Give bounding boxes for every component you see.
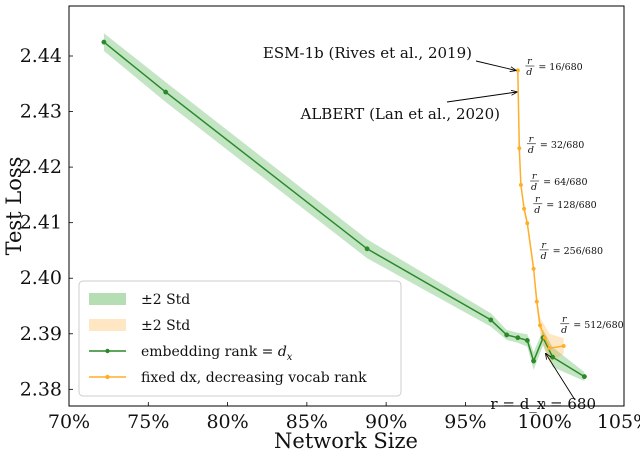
data-point xyxy=(515,335,521,341)
ratio-label: rd = 32/680 xyxy=(526,134,584,156)
x-tick-label: 75% xyxy=(127,411,169,433)
data-point xyxy=(581,374,587,380)
y-axis-title: Test Loss xyxy=(2,157,26,256)
legend-label: ±2 Std xyxy=(141,292,190,308)
data-point xyxy=(504,332,510,338)
ratio-label: rd = 128/680 xyxy=(533,194,597,216)
x-tick-label: 90% xyxy=(365,411,407,433)
x-tick-label: 70% xyxy=(48,411,90,433)
ratio-label: rd = 64/680 xyxy=(530,171,588,193)
data-point xyxy=(517,146,522,151)
ratio-denominator: d xyxy=(534,205,540,216)
ratio-label: rd = 512/680 xyxy=(560,314,624,336)
x-tick-label: 105% xyxy=(597,411,640,433)
legend: ±2 Std ±2 Std embedding rank = dx fixed dx,… xyxy=(78,280,402,397)
ratio-label: rd = 256/680 xyxy=(539,240,603,262)
ratio-value: = 128/680 xyxy=(546,200,596,211)
x-tick-label: 85% xyxy=(286,411,328,433)
data-point xyxy=(515,68,520,73)
legend-swatch-marker xyxy=(105,374,110,380)
annotation-arrow-esm1b xyxy=(475,60,516,70)
legend-swatch-band xyxy=(89,293,126,305)
annotations: ESM-1b (Rives et al., 2019) ALBERT (Lan e… xyxy=(263,44,624,413)
ratio-denominator: d xyxy=(531,182,537,193)
data-point xyxy=(531,266,536,271)
data-point xyxy=(531,358,537,364)
y-tick-label: 2.44 xyxy=(20,45,62,67)
ratio-value: = 32/680 xyxy=(540,140,584,151)
ratio-value: = 64/680 xyxy=(543,177,587,188)
annotation-albert: ALBERT (Lan et al., 2020) xyxy=(300,105,501,123)
ratio-value: = 16/680 xyxy=(538,62,582,73)
annotation-full-rank: r = d_x = 680 xyxy=(490,395,596,413)
data-point xyxy=(488,317,494,323)
ratio-numerator: r xyxy=(562,314,568,325)
annotation-esm1b: ESM-1b (Rives et al., 2019) xyxy=(263,44,472,62)
std-bands xyxy=(103,33,585,381)
ratio-numerator: r xyxy=(529,134,535,145)
annotation-arrow-full-rank xyxy=(546,354,576,401)
y-tick-label: 2.40 xyxy=(20,267,62,289)
legend-box xyxy=(78,280,402,397)
ratio-denominator: d xyxy=(528,145,534,156)
y-tick-label: 2.42 xyxy=(20,156,62,178)
data-point xyxy=(537,323,543,328)
ratio-value: = 512/680 xyxy=(573,320,623,331)
ratio-numerator: r xyxy=(532,171,538,182)
x-axis-title: Network Size xyxy=(274,429,418,453)
data-point xyxy=(522,206,527,211)
legend-swatch-band xyxy=(89,319,126,331)
data-point xyxy=(101,39,107,45)
ratio-label: rd = 16/680 xyxy=(525,56,583,78)
plot-frame xyxy=(68,5,625,407)
annotation-arrow-albert xyxy=(446,92,517,103)
legend-label: ±2 Std xyxy=(141,318,190,334)
ratio-numerator: r xyxy=(527,56,533,67)
legend-label: fixed dx, decreasing vocab rank xyxy=(141,370,367,386)
y-tick-label: 2.43 xyxy=(20,101,62,123)
x-axis-ticks: 70% 75% 80% 85% 90% 95% 100% 105% xyxy=(48,402,640,433)
y-tick-label: 2.39 xyxy=(20,323,62,345)
ratio-denominator: d xyxy=(526,67,532,78)
x-tick-label: 80% xyxy=(206,411,248,433)
y-tick-label: 2.41 xyxy=(20,212,62,234)
data-point xyxy=(364,246,370,252)
y-axis-ticks: 2.38 2.39 2.40 2.41 2.42 2.43 2.44 xyxy=(20,45,73,400)
std-band-1 xyxy=(103,33,585,381)
data-point xyxy=(534,299,539,304)
std-band-2 xyxy=(517,67,564,363)
data-point xyxy=(561,343,566,349)
data-point xyxy=(547,346,552,351)
data-point xyxy=(163,89,169,95)
data-point xyxy=(524,337,530,343)
ratio-denominator: d xyxy=(561,325,567,336)
data-point xyxy=(550,354,556,360)
y-tick-label: 2.38 xyxy=(20,378,62,400)
data-point xyxy=(542,335,547,340)
ratio-denominator: d xyxy=(541,251,547,262)
ratio-numerator: r xyxy=(535,194,541,205)
x-tick-label: 100% xyxy=(518,411,572,433)
legend-swatch-marker xyxy=(105,348,110,354)
legend-label: embedding rank = dx xyxy=(141,344,293,363)
data-point xyxy=(525,221,530,226)
series-points xyxy=(101,39,587,380)
ratio-value: = 256/680 xyxy=(553,246,603,257)
data-point xyxy=(518,182,523,187)
ratio-numerator: r xyxy=(541,240,547,251)
x-tick-label: 95% xyxy=(444,411,486,433)
